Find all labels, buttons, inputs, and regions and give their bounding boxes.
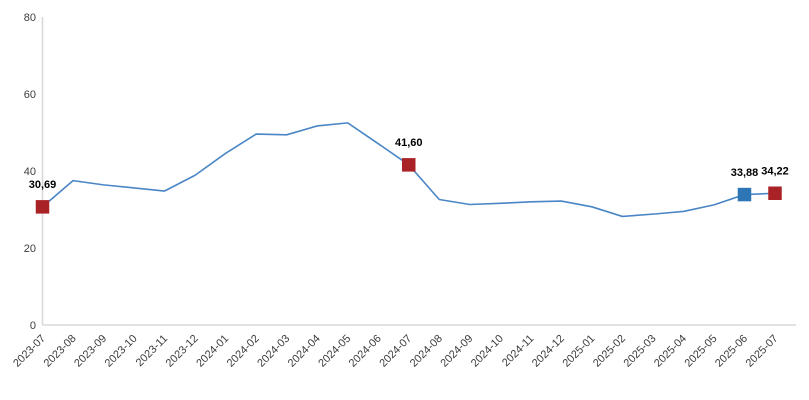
data-point-label: 41,60 [395, 137, 423, 149]
data-point-marker [35, 200, 50, 214]
data-point-label: 34,22 [761, 166, 789, 178]
x-axis-tick-label: 2024-06 [347, 333, 384, 370]
x-axis-tick-label: 2025-04 [652, 333, 689, 370]
x-axis-tick-label: 2023-09 [72, 333, 109, 370]
y-axis-tick-label: 0 [30, 320, 36, 332]
data-point-label: 30,69 [29, 179, 57, 191]
x-axis-tick-label: 2024-10 [469, 333, 506, 370]
y-axis-tick-label: 40 [24, 166, 36, 178]
x-axis-tick-label: 2024-09 [438, 333, 475, 370]
x-axis-tick-label: 2024-05 [316, 333, 353, 370]
x-axis-tick-label: 2023-07 [11, 333, 48, 370]
x-axis-tick-label: 2025-06 [713, 333, 750, 370]
x-axis-tick-label: 2025-07 [744, 333, 781, 370]
x-axis-tick-label: 2024-07 [377, 333, 414, 370]
x-axis-tick-label: 2024-04 [286, 333, 323, 370]
y-axis-tick-label: 60 [24, 89, 36, 101]
y-axis-tick-label: 20 [24, 243, 36, 255]
data-point-marker [402, 158, 416, 172]
x-axis-tick-label: 2025-02 [591, 333, 628, 370]
x-axis-tick-label: 2024-12 [530, 333, 567, 370]
y-axis-tick-label: 80 [24, 12, 36, 24]
x-axis-tick-label: 2023-10 [103, 333, 140, 370]
x-axis-tick-label: 2024-01 [194, 333, 231, 370]
x-axis-tick-label: 2025-05 [683, 333, 720, 370]
x-axis-tick-label: 2025-03 [622, 333, 659, 370]
x-axis-tick-label: 2023-08 [42, 333, 79, 370]
data-point-label: 33,88 [731, 167, 759, 179]
x-axis-tick-label: 2024-03 [255, 333, 292, 370]
data-point-marker [737, 187, 752, 202]
data-point-marker [768, 186, 782, 201]
x-axis-tick-label: 2024-08 [408, 333, 445, 370]
x-axis-tick-label: 2023-12 [164, 333, 201, 370]
x-axis-tick-label: 2023-11 [134, 333, 170, 369]
x-axis-tick-label: 2024-02 [225, 333, 262, 370]
x-axis-tick-label: 2024-11 [500, 333, 536, 369]
x-axis-tick-label: 2025-01 [560, 333, 597, 370]
